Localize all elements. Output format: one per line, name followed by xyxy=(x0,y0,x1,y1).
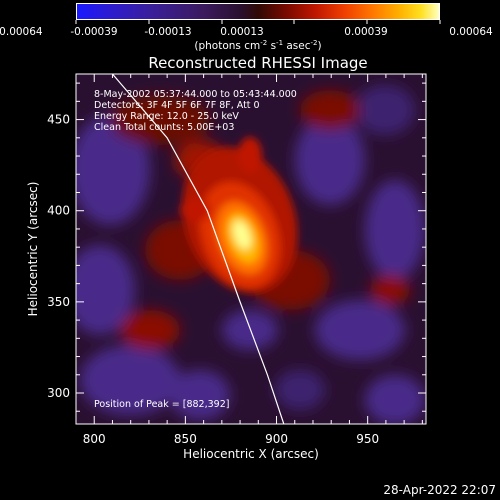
annotation-peak-position: Position of Peak = [882,392] xyxy=(94,399,229,410)
colorbar-ticks xyxy=(75,20,441,24)
colorbar-tick-label: -0.00013 xyxy=(144,26,191,38)
annotation-energy-range: Energy Range: 12.0 - 25.0 keV xyxy=(94,111,239,122)
y-tick-label: 300 xyxy=(47,386,70,400)
y-axis: 300 350 400 450 xyxy=(47,82,426,412)
chart-title: Reconstructed RHESSI Image xyxy=(148,54,367,72)
y-axis-label: Heliocentric Y (arcsec) xyxy=(26,182,40,317)
x-tick-label: 800 xyxy=(83,432,106,446)
x-tick-label: 850 xyxy=(174,432,197,446)
colorbar-unit: (photons cm-2 s-1 asec-2) xyxy=(194,39,321,52)
x-axis: 800 850 900 950 xyxy=(75,74,423,446)
x-axis-label: Heliocentric X (arcsec) xyxy=(183,447,319,461)
colorbar-gradient xyxy=(76,3,440,20)
colorbar-tick-label: 0.00064 xyxy=(449,26,493,38)
y-tick-label: 450 xyxy=(47,113,70,127)
solar-limb-curve xyxy=(112,74,285,424)
x-tick-label: 900 xyxy=(265,432,288,446)
annotation-time-range: 8-May-2002 05:37:44.000 to 05:43:44.000 xyxy=(94,89,297,100)
annotation-detectors: Detectors: 3F 4F 5F 6F 7F 8F, Att 0 xyxy=(94,100,260,111)
colorbar-tick-label: 0.00039 xyxy=(344,26,387,38)
x-tick-label: 950 xyxy=(356,432,379,446)
heatmap-image xyxy=(76,74,426,424)
colorbar-tick-label: 0.00013 xyxy=(220,26,263,38)
footer-timestamp: 28-Apr-2022 22:07 xyxy=(383,483,496,497)
y-tick-label: 350 xyxy=(47,295,70,309)
y-tick-label: 400 xyxy=(47,204,70,218)
annotation-clean-counts: Clean Total counts: 5.00E+03 xyxy=(94,122,234,133)
colorbar-tick-label: -0.00064 xyxy=(0,26,43,38)
colorbar-tick-label: -0.00039 xyxy=(70,26,117,38)
plot-frame xyxy=(75,73,427,425)
